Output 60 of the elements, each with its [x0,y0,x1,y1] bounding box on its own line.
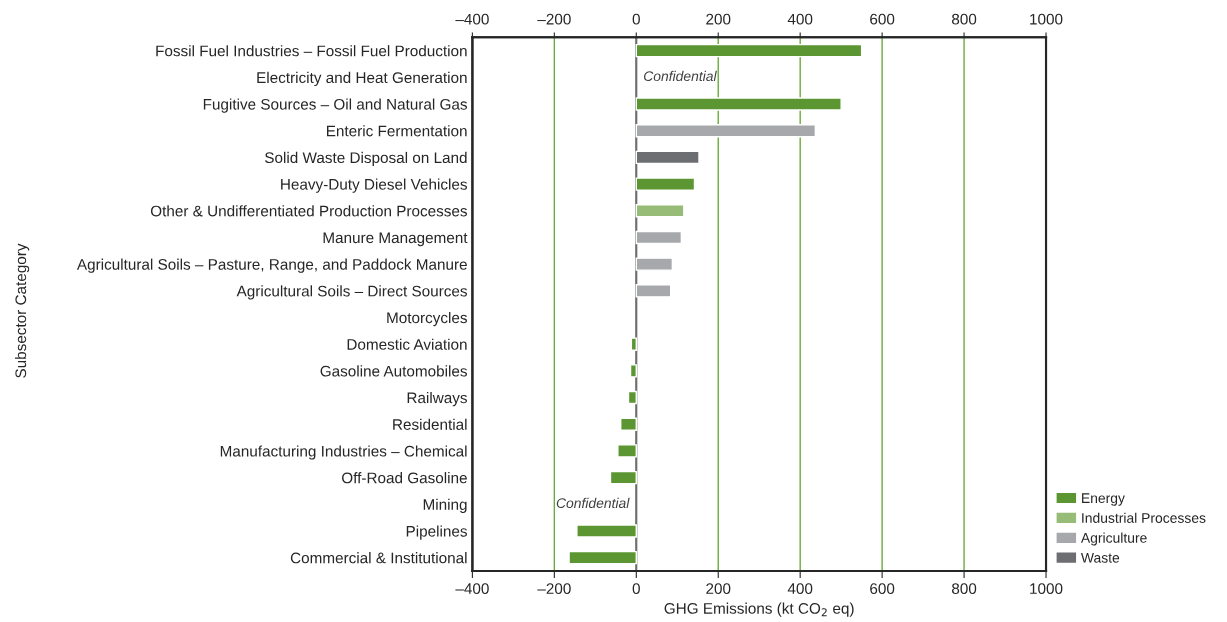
y-tick-label: Residential [393,418,467,430]
x2-tick-label: –400 [455,13,489,25]
x2-tick-label: 400 [787,13,813,25]
bar [576,524,637,538]
bar [635,124,817,138]
x2-tick-label: 800 [951,13,977,25]
x-tick-label: –400 [455,583,489,595]
legend-label: Agriculture [1080,532,1147,546]
bar [635,43,863,58]
y-tick-label: Gasoline Automobiles [320,365,467,377]
x-axis-title: GHG Emissions (kt CO$_{2}$ eq) [664,602,854,617]
y-tick-label: Domestic Aviation [347,338,467,350]
y-tick-label: Fossil Fuel Industries – Fossil Fuel Production [156,45,467,57]
y-tick-label: Motorcycles [387,311,467,327]
bar [635,257,674,271]
y-tick-label: Pipelines [406,525,467,540]
bar [635,284,672,298]
y-tick-label: Railways [407,392,467,407]
y-tick-label: Commercial & Institutional [290,552,467,564]
y-tick-label: Agricultural Soils – Direct Sources [236,285,467,300]
bar [627,390,637,405]
bar [609,470,637,485]
y-tick-label: Agricultural Soils – Pasture, Range, and Paddock Manure [76,258,467,273]
y-tick-label: Off-Road Gasoline [342,472,467,484]
bar [635,97,842,111]
x-tick-label: 600 [870,583,895,595]
text: Confidential [556,497,630,509]
x-tick-label: 1000 [1030,583,1063,595]
bar [635,177,696,191]
legend-label: Energy [1082,493,1125,506]
x-tick-label: –200 [537,583,571,595]
bar [635,204,685,218]
y-axis-title: Subsector Category [14,243,30,378]
y-tick-label: Heavy-Duty Diesel Vehicles [281,178,467,193]
x2-tick-label: 200 [706,13,731,25]
text: Confidential [644,70,717,82]
bar [635,230,683,245]
x-tick-label: 800 [951,583,977,595]
y-tick-label: Other & Undifferentiated Production Processes [150,205,467,217]
legend-label: Waste [1080,553,1120,563]
x2-tick-label: 0 [632,13,640,25]
y-tick-label: Manure Management [323,232,468,247]
y-tick-label: Manufacturing Industries – Chemical [220,445,467,460]
bar [630,337,637,351]
x2-tick-label: –200 [537,13,571,25]
y-tick-label: Electricity and Heat Generation [257,71,467,87]
y-tick-label: Fugitive Sources – Oil and Natural Gas [203,98,467,113]
x2-tick-label: 1000 [1030,13,1063,25]
bar [620,417,637,431]
y-tick-label: Enteric Fermentation [326,125,467,137]
bar [568,550,637,565]
x-tick-label: 200 [706,583,731,595]
x2-tick-label: 600 [870,13,895,25]
x-tick-label: 400 [787,583,813,595]
y-tick-label: Solid Waste Disposal on Land [264,151,467,167]
bar [617,444,637,458]
y-tick-label: Mining [423,498,467,513]
legend-label: Industrial Processes [1082,512,1206,523]
bar [629,364,637,378]
x-tick-label: 0 [632,583,640,595]
